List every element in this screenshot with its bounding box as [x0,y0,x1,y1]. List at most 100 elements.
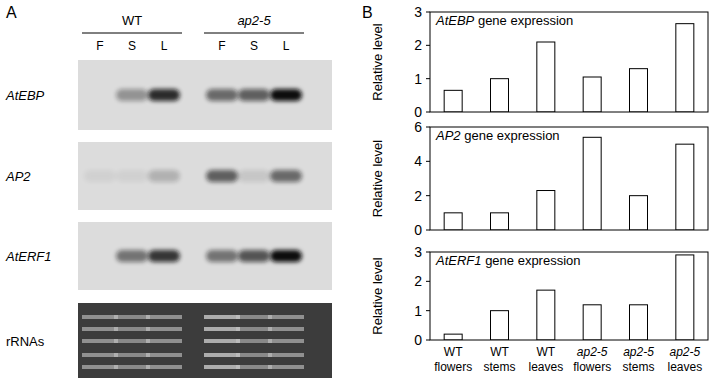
y-tick [426,310,430,311]
rrna-band [204,327,240,331]
rrna-lane [268,315,304,369]
bar [676,255,694,340]
y-tick-label: 0 [414,104,422,120]
lane-label: L [161,39,168,53]
rrna-band [204,365,240,369]
y-tick-label: 4 [414,153,422,169]
rrna-band [268,365,304,369]
rrna-lane [236,315,272,369]
rrna-lane [114,315,150,369]
label-line: WT [490,345,509,359]
group-line [204,33,304,34]
rrna-lane [204,315,240,369]
rrna-band [114,327,150,331]
blot-band [148,170,180,182]
rrna-lane [82,315,118,369]
rrna-band [146,353,182,357]
blot-band [116,170,148,182]
plot-frame [430,127,708,230]
rrna-band [268,339,304,343]
label-line: ap2-5 [669,345,700,359]
bar [583,137,601,230]
blot-background [78,60,332,130]
rrna-band [82,315,118,319]
label-line: WT [537,345,556,359]
chart-title: AP2 gene expression [435,128,560,143]
chart-title: AtEBP gene expression [435,13,573,28]
rrna-band [114,365,150,369]
bar [676,24,694,112]
title-rest: gene expression [482,253,581,268]
chart-title: AtERF1 gene expression [435,253,581,268]
rrna-band [236,327,272,331]
y-axis-label: Relative level [370,23,385,100]
rrna-band [146,315,182,319]
blot-band [270,170,302,182]
rrna-band [204,353,240,357]
gel-background [78,303,332,378]
rrna-band [114,353,150,357]
group-label: ap2-5 [237,13,271,28]
rrna-band [268,327,304,331]
y-tick [426,340,430,341]
y-tick [426,230,430,231]
rrna-band [146,365,182,369]
bar [537,290,555,340]
label-line: stems [622,360,654,374]
group-label: WT [122,13,142,28]
label-line: leaves [667,360,702,374]
lane-label: F [218,39,225,53]
rrna-band [236,339,272,343]
rrna-band [268,353,304,357]
panel-label: A [6,4,17,21]
blot-band [270,250,302,262]
panel-a: AWTap2-5FSLFSLAtEBPAP2AtERF1rRNAs [5,4,332,378]
lane-label: F [96,39,103,53]
title-rest: gene expression [474,13,573,28]
rrna-band [204,339,240,343]
blot-band [148,250,180,262]
bar [444,334,462,340]
rrna-band [204,315,240,319]
blot-background [78,142,332,210]
y-tick [426,12,430,13]
title-gene: AP2 [435,128,461,143]
bar-chart: 0123AtERF1 gene expressionRelative level… [370,244,708,374]
blot-band [206,89,238,101]
bar-chart: 0246AP2 gene expressionRelative level [370,119,708,238]
bar [491,213,509,230]
label-line: WT [444,345,463,359]
blot-band [148,89,180,101]
title-gene: AtEBP [435,13,475,28]
bar [444,90,462,112]
y-tick [426,252,430,253]
rrna-band [236,353,272,357]
figure: AWTap2-5FSLFSLAtEBPAP2AtERF1rRNAsB0123At… [0,0,720,385]
label-line: ap2-5 [577,345,608,359]
bar [676,144,694,230]
rrna-band [146,327,182,331]
y-axis-label: Relative level [370,257,385,334]
bar [444,213,462,230]
x-tick-label: WTstems [483,345,515,374]
blot-band [206,170,238,182]
y-tick-label: 2 [414,188,422,204]
bars [444,24,694,112]
y-tick [426,78,430,79]
rrna-band [236,315,272,319]
bar [630,196,648,230]
label-line: leaves [528,360,563,374]
blot-band [270,89,302,101]
bar [491,311,509,340]
y-tick [426,127,430,128]
label-line: stems [483,360,515,374]
blot-band [116,89,148,101]
plot-frame [430,12,708,112]
y-tick-label: 2 [414,273,422,289]
blot-label: rRNAs [6,334,45,349]
plot-frame [430,252,708,340]
blot-band [238,89,270,101]
bar [491,79,509,112]
bar [583,305,601,340]
y-tick-label: 0 [414,332,422,348]
